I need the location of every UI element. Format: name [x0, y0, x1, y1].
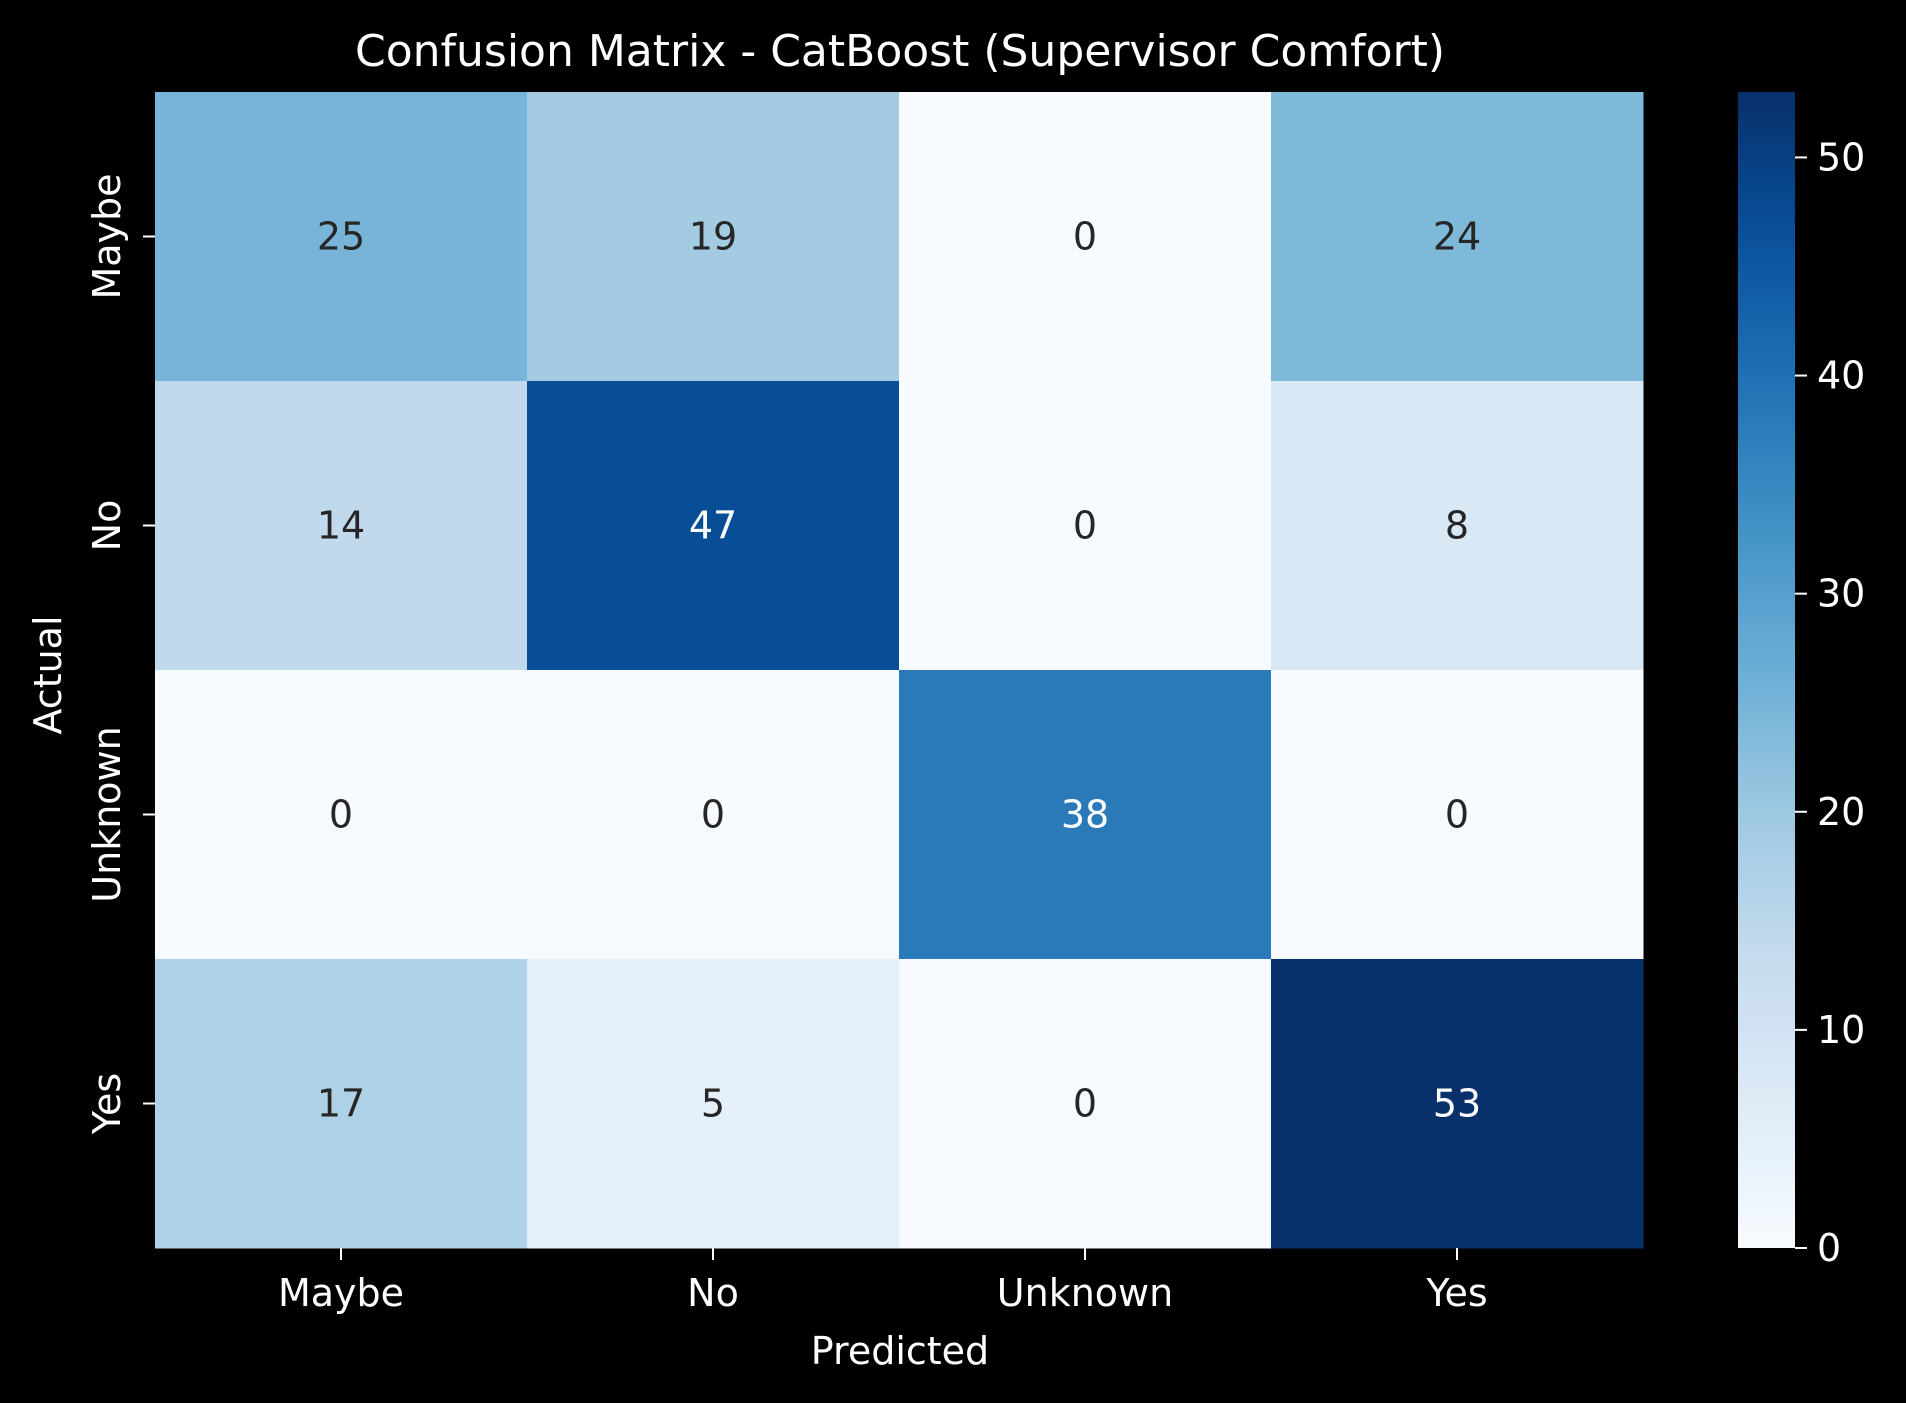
- heatmap-cell: [155, 92, 528, 382]
- heatmap-cell: [899, 670, 1272, 960]
- cell-value-label: 0: [1073, 504, 1097, 548]
- heatmap-cell: [899, 381, 1272, 671]
- cell-value-label: 8: [1445, 504, 1469, 548]
- colorbar-tick-label: 10: [1817, 1008, 1865, 1052]
- heatmap-cell: [155, 381, 528, 671]
- y-axis: Maybe No Unknown Yes: [85, 173, 155, 1135]
- cell-value-label: 0: [1073, 215, 1097, 259]
- x-tick-label: No: [687, 1271, 739, 1315]
- cell-value-label: 17: [317, 1082, 365, 1126]
- heatmap-cell: [1271, 670, 1644, 960]
- y-axis-label: Actual: [26, 615, 70, 734]
- colorbar-tick-label: 30: [1817, 572, 1865, 616]
- heatmap-cell: [1271, 381, 1644, 671]
- chart-title: Confusion Matrix - CatBoost (Supervisor …: [355, 26, 1445, 77]
- y-tick-label: No: [85, 500, 129, 552]
- colorbar-tick-label: 0: [1817, 1226, 1841, 1270]
- heatmap-cells: [155, 92, 1644, 1249]
- heatmap-cell: [527, 670, 900, 960]
- cell-value-label: 24: [1433, 215, 1481, 259]
- heatmap-cell: [899, 92, 1272, 382]
- cell-value-label: 5: [701, 1082, 725, 1126]
- cell-value-label: 0: [701, 793, 725, 837]
- cell-value-label: 47: [689, 504, 737, 548]
- cell-value-label: 53: [1433, 1082, 1481, 1126]
- colorbar-axis: 0 10 20 30 40 50: [1795, 135, 1865, 1270]
- cell-value-label: 0: [1445, 793, 1469, 837]
- x-tick-label: Maybe: [278, 1271, 404, 1315]
- heatmap-cell: [527, 92, 900, 382]
- x-tick-label: Yes: [1425, 1271, 1487, 1315]
- cell-annotations: 25 19 0 24 14 47 0 8 0 0 38 0 17 5 0 53: [317, 215, 1481, 1126]
- cell-value-label: 19: [689, 215, 737, 259]
- x-tick-label: Unknown: [997, 1271, 1173, 1315]
- cell-value-label: 0: [1073, 1082, 1097, 1126]
- heatmap-cell: [527, 959, 900, 1249]
- heatmap-cell: [1271, 959, 1644, 1249]
- x-axis-label: Predicted: [811, 1329, 989, 1373]
- cell-value-label: 25: [317, 215, 365, 259]
- colorbar-tick-label: 40: [1817, 354, 1865, 398]
- colorbar-tick-label: 50: [1817, 135, 1865, 179]
- heatmap-cell: [155, 959, 528, 1249]
- heatmap-cell: [527, 381, 900, 671]
- y-tick-label: Maybe: [85, 173, 129, 299]
- colorbar-tick-label: 20: [1817, 790, 1865, 834]
- y-tick-label: Unknown: [85, 726, 129, 902]
- heatmap-cell: [899, 959, 1272, 1249]
- cell-value-label: 14: [317, 504, 365, 548]
- x-axis: Maybe No Unknown Yes: [278, 1248, 1488, 1315]
- cell-value-label: 38: [1061, 793, 1109, 837]
- colorbar: [1738, 92, 1795, 1248]
- heatmap-cell: [155, 670, 528, 960]
- y-tick-label: Yes: [85, 1073, 129, 1135]
- cell-value-label: 0: [329, 793, 353, 837]
- heatmap-cell: [1271, 92, 1644, 382]
